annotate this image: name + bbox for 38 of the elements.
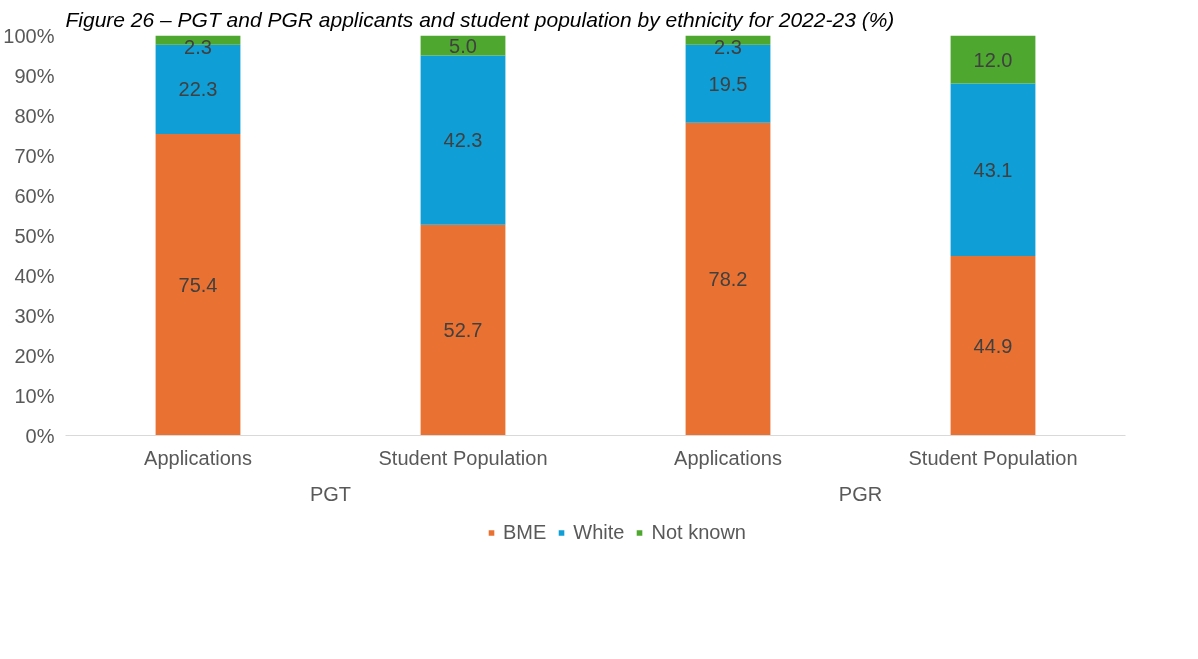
data-label: 12.0 [973, 48, 1013, 71]
data-label: 44.9 [973, 334, 1013, 357]
data-label: 78.2 [708, 268, 748, 291]
bar [950, 255, 1036, 436]
data-label: 22.3 [178, 78, 218, 101]
x-tick-label: Student Population [378, 446, 548, 469]
text: PGT [309, 482, 352, 505]
y-tick-label: 100% [3, 24, 55, 47]
data-label: 43.1 [973, 158, 1013, 181]
x-tick-label: Applications [674, 446, 782, 469]
legend-label: BME [503, 520, 547, 544]
bar [420, 55, 506, 225]
y-tick-label: 20% [14, 344, 55, 367]
x-tick-label: Student Population [908, 446, 1078, 469]
legend-label: Not known [651, 520, 746, 544]
bar [155, 133, 241, 436]
bar [420, 224, 506, 436]
y-tick-label: 0% [25, 424, 55, 447]
data-label: 42.3 [443, 129, 483, 152]
x-tick-label: Applications [144, 446, 252, 469]
y-tick-label: 70% [14, 144, 55, 167]
y-tick-label: 10% [14, 384, 55, 407]
data-label: 5.0 [449, 34, 477, 57]
y-tick-label: 30% [14, 304, 55, 327]
y-tick-label: 50% [14, 224, 55, 247]
y-tick-label: 60% [14, 184, 55, 207]
chart-title: Figure 26 – PGT and PGR applicants and student population by ethnicity for 2022-23 (%) [65, 7, 895, 31]
data-label: 52.7 [443, 319, 483, 342]
text: PGR [838, 482, 883, 505]
data-label: 19.5 [708, 72, 748, 95]
y-tick-label: 40% [14, 264, 55, 287]
data-label: 75.4 [178, 273, 218, 296]
y-tick-label: 80% [14, 104, 55, 127]
legend-label: White [573, 520, 625, 544]
bar [685, 122, 771, 436]
y-tick-label: 90% [14, 64, 55, 87]
bar [950, 35, 1036, 84]
bar [950, 83, 1036, 256]
